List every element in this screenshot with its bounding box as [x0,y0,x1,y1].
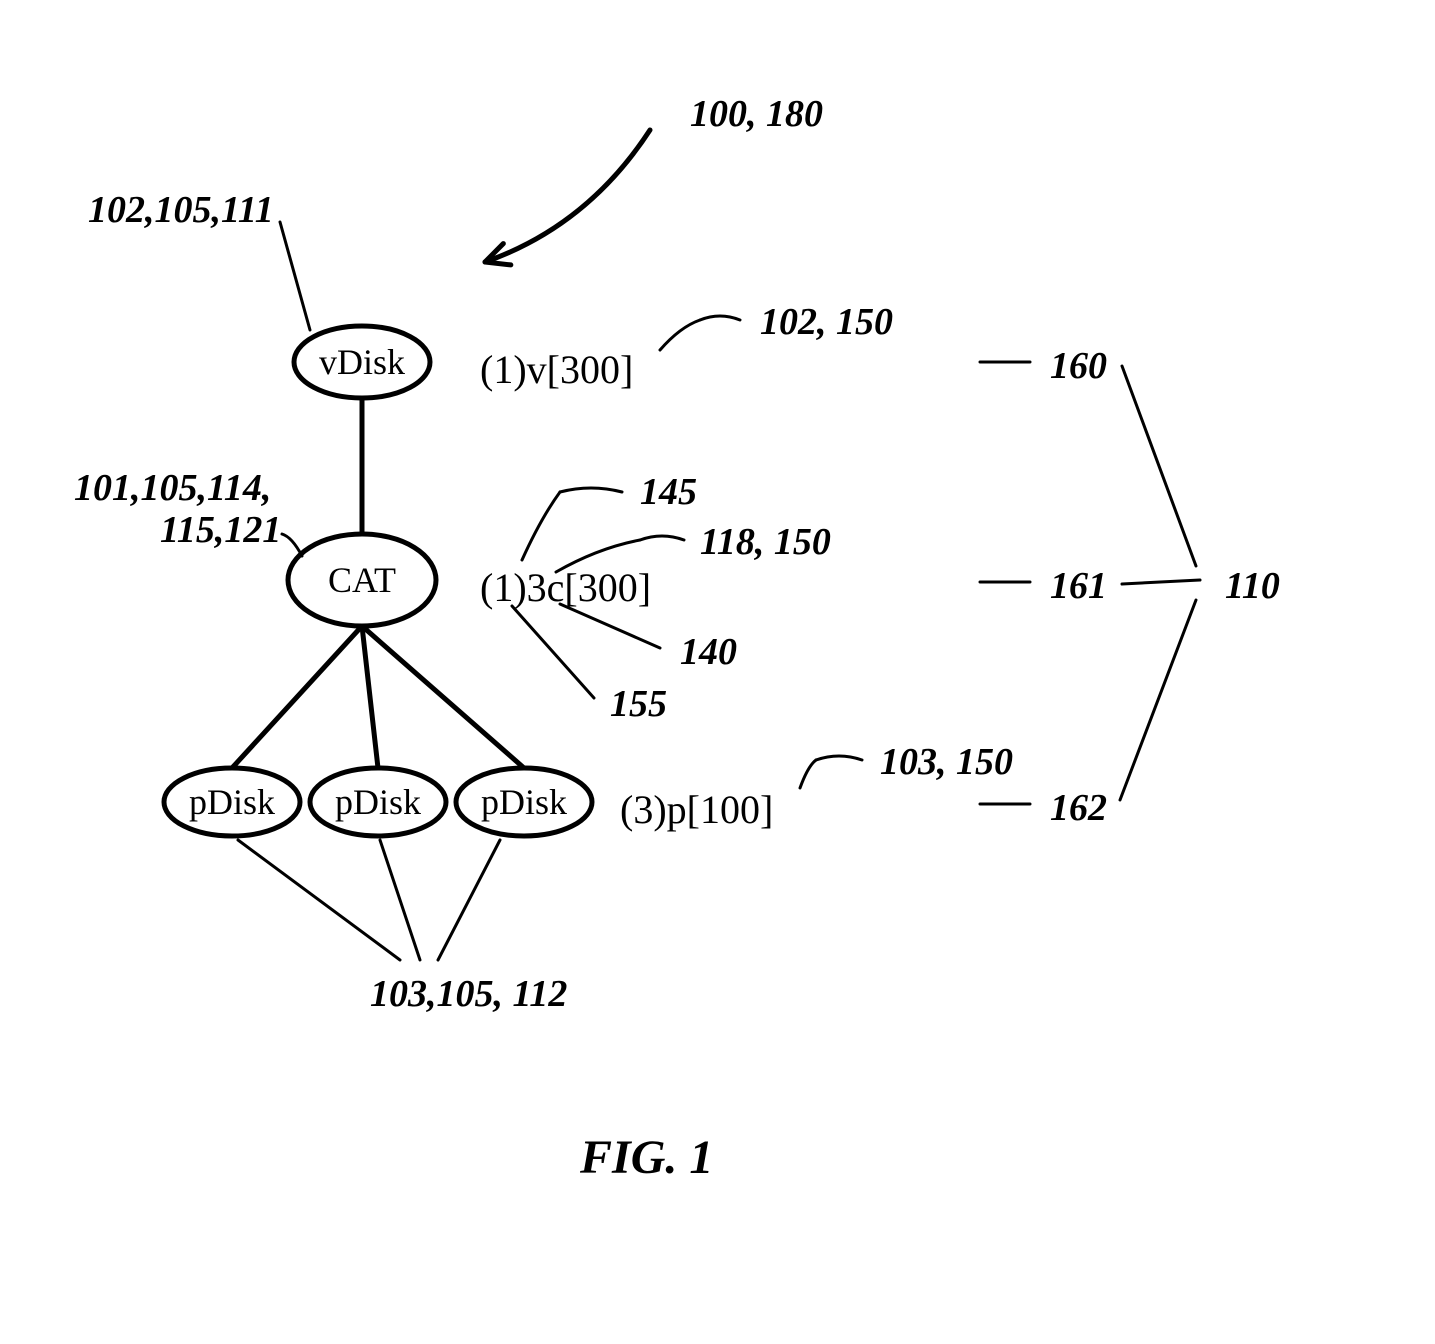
ref-110: 110 [1225,564,1280,608]
diagram-stage: vDisk CAT pDisk pDisk pDisk (1)v[300] (1… [0,0,1435,1344]
ref-155: 155 [610,682,667,726]
ref-162: 162 [1050,786,1107,830]
node-vdisk-label: vDisk [294,341,430,383]
ref-101-105-114: 101,105,114, [74,466,271,510]
ref-115-121: 115,121 [160,508,281,552]
figure-caption: FIG. 1 [580,1130,713,1185]
ref-102-150: 102, 150 [760,300,893,344]
ref-118-150: 118, 150 [700,520,831,564]
notation-cat: (1)3c[300] [480,564,651,611]
ref-103-150: 103, 150 [880,740,1013,784]
node-pdisk2-label: pDisk [310,781,446,823]
node-pdisk1-label: pDisk [164,781,300,823]
notation-vdisk: (1)v[300] [480,346,633,393]
ref-160: 160 [1050,344,1107,388]
notation-pdisk: (3)p[100] [620,786,773,833]
ref-100-180: 100, 180 [690,92,823,136]
node-pdisk3-label: pDisk [456,781,592,823]
ref-140: 140 [680,630,737,674]
ref-102-105-111: 102,105,111 [88,188,274,232]
ref-145: 145 [640,470,697,514]
ref-103-105-112: 103,105, 112 [370,972,567,1016]
ref-161: 161 [1050,564,1107,608]
node-cat-label: CAT [288,559,436,601]
